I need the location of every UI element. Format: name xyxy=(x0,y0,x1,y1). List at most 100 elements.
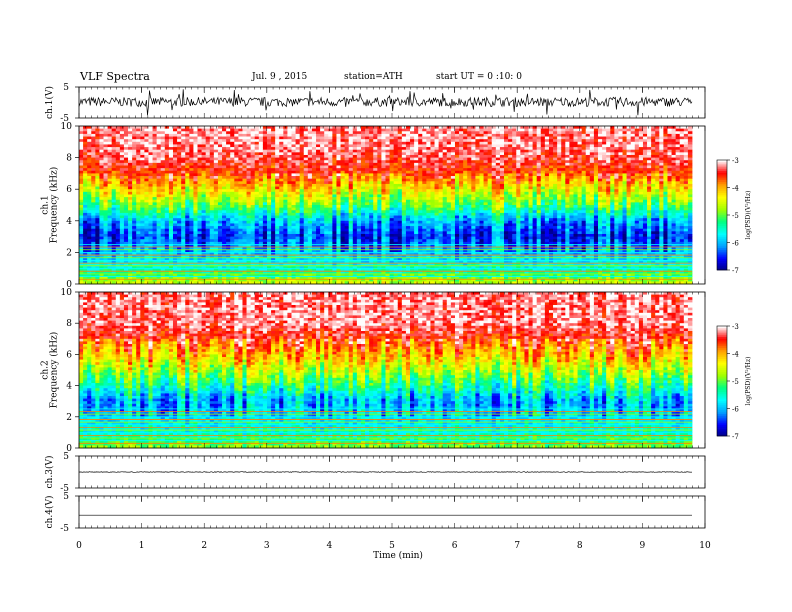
spectrogram-cell xyxy=(108,176,112,179)
spectrogram-cell xyxy=(214,150,218,153)
spectrogram-cell xyxy=(210,210,214,213)
spectrogram-cell xyxy=(185,229,189,232)
spectrogram-cell xyxy=(230,200,234,203)
spectrogram-cell xyxy=(79,144,83,147)
spectrogram-cell xyxy=(349,194,353,197)
spectrogram-cell xyxy=(83,152,87,155)
spectrogram-cell xyxy=(312,221,316,224)
spectrogram-cell xyxy=(271,144,275,147)
spectrogram-cell xyxy=(218,197,222,200)
spectrogram-cell xyxy=(332,134,336,137)
spectrogram-cell xyxy=(230,187,234,190)
spectrogram-cell xyxy=(394,158,398,161)
spectrogram-cell xyxy=(369,226,373,229)
spectrogram-cell xyxy=(116,187,120,190)
spectrogram-cell xyxy=(234,200,238,203)
spectrogram-cell xyxy=(157,176,161,179)
spectrogram-cell xyxy=(157,221,161,224)
spectrogram-cell xyxy=(300,150,304,153)
spectrogram-cell xyxy=(308,231,312,234)
spectrogram-cell xyxy=(95,205,99,208)
spectrogram-cell xyxy=(361,155,365,158)
spectrogram-cell xyxy=(120,202,124,205)
spectrogram-cell xyxy=(357,173,361,176)
spectrogram-cell xyxy=(279,237,283,240)
spectrogram-cell xyxy=(341,197,345,200)
spectrogram-cell xyxy=(324,163,328,166)
spectrogram-cell xyxy=(185,216,189,219)
spectrogram-cell xyxy=(292,137,296,140)
spectrogram-cell xyxy=(169,205,173,208)
spectrogram-cell xyxy=(148,216,152,219)
spectrogram-cell xyxy=(296,168,300,171)
spectrogram-cell xyxy=(198,139,202,142)
spectrogram-cell xyxy=(296,205,300,208)
spectrogram-cell xyxy=(234,176,238,179)
spectrogram-cell xyxy=(390,237,394,240)
spectrogram-cell xyxy=(198,147,202,150)
spectrogram-cell xyxy=(345,126,349,129)
spectrogram-cell xyxy=(104,144,108,147)
spectrogram-cell xyxy=(271,226,275,229)
spectrogram-cell xyxy=(377,210,381,213)
spectrogram-cell xyxy=(328,213,332,216)
spectrogram-cell xyxy=(402,131,406,134)
spectrogram-cell xyxy=(312,208,316,211)
spectrogram-cell xyxy=(161,194,165,197)
spectrogram-cell xyxy=(373,202,377,205)
spectrogram-cell xyxy=(390,189,394,192)
spectrogram-cell xyxy=(87,223,91,226)
spectrogram-cell xyxy=(124,166,128,169)
spectrogram-cell xyxy=(308,134,312,137)
spectrogram-cell xyxy=(259,173,263,176)
spectrogram-cell xyxy=(87,144,91,147)
spectrogram-cell xyxy=(365,194,369,197)
spectrogram-cell xyxy=(328,160,332,163)
spectrogram-cell xyxy=(324,142,328,145)
spectrogram-cell xyxy=(144,229,148,232)
spectrogram-cell xyxy=(230,229,234,232)
spectrogram-cell xyxy=(95,142,99,145)
spectrogram-cell xyxy=(214,234,218,237)
spectrogram-cell xyxy=(144,192,148,195)
spectrogram-cell xyxy=(267,197,271,200)
spectrogram-cell xyxy=(332,234,336,237)
spectrogram-cell xyxy=(128,218,132,221)
spectrogram-cell xyxy=(283,150,287,153)
spectrogram-cell xyxy=(120,139,124,142)
spectrogram-cell xyxy=(324,205,328,208)
spectrogram-cell xyxy=(169,155,173,158)
spectrogram-cell xyxy=(320,179,324,182)
spectrogram-cell xyxy=(210,134,214,137)
spectrogram-cell xyxy=(173,134,177,137)
spectrogram-cell xyxy=(328,147,332,150)
spectrogram-cell xyxy=(144,139,148,142)
spectrogram-cell xyxy=(238,139,242,142)
spectrogram-cell xyxy=(312,205,316,208)
spectrogram-cell xyxy=(292,239,296,242)
spectrogram-cell xyxy=(210,129,214,132)
spectrogram-cell xyxy=(312,163,316,166)
spectrogram-cell xyxy=(202,168,206,171)
spectrogram-cell xyxy=(214,187,218,190)
spectrogram-cell xyxy=(242,139,246,142)
spectrogram-cell xyxy=(304,171,308,174)
spectrogram-cell xyxy=(332,158,336,161)
spectrogram-cell xyxy=(308,155,312,158)
spectrogram-cell xyxy=(128,155,132,158)
spectrogram-cell xyxy=(222,200,226,203)
spectrogram-cell xyxy=(95,239,99,242)
spectrogram-cell xyxy=(369,142,373,145)
spectrogram-cell xyxy=(128,144,132,147)
spectrogram-cell xyxy=(177,187,181,190)
spectrogram-cell xyxy=(296,234,300,237)
spectrogram-cell xyxy=(148,210,152,213)
spectrogram-cell xyxy=(230,147,234,150)
spectrogram-cell xyxy=(124,171,128,174)
spectrogram-cell xyxy=(332,168,336,171)
spectrogram-cell xyxy=(377,171,381,174)
spectrogram-cell xyxy=(267,139,271,142)
spectrogram-cell xyxy=(185,237,189,240)
spectrogram-cell xyxy=(128,150,132,153)
spectrogram-cell xyxy=(193,205,197,208)
